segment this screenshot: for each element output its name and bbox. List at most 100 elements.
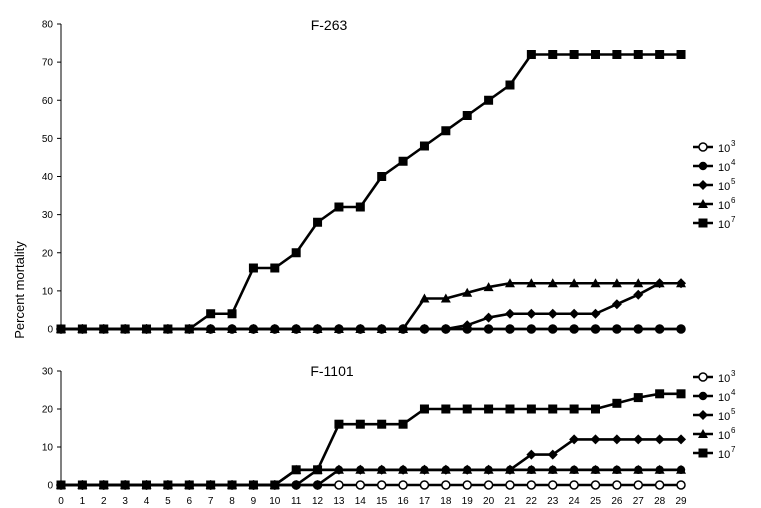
legend-label: 10 bbox=[718, 449, 730, 461]
data-point bbox=[377, 172, 387, 181]
data-point bbox=[676, 480, 686, 490]
data-point bbox=[633, 393, 643, 403]
x-tick-label: 12 bbox=[312, 496, 324, 507]
data-point bbox=[355, 419, 365, 429]
data-point bbox=[611, 434, 622, 445]
data-point bbox=[163, 324, 173, 334]
data-point bbox=[526, 50, 536, 59]
x-tick-label: 8 bbox=[229, 496, 235, 507]
panel-title: F-1101 bbox=[310, 363, 354, 379]
data-point bbox=[99, 480, 109, 490]
data-point bbox=[655, 389, 665, 399]
data-point bbox=[654, 480, 665, 490]
data-point bbox=[547, 308, 558, 319]
x-tick-label: 28 bbox=[654, 496, 666, 507]
legend-marker bbox=[698, 448, 708, 458]
x-tick-label: 3 bbox=[122, 496, 128, 507]
data-point bbox=[355, 464, 366, 474]
data-point bbox=[547, 278, 558, 288]
x-tick-label: 0 bbox=[58, 496, 64, 507]
data-point bbox=[312, 480, 323, 490]
y-tick-label: 10 bbox=[42, 443, 54, 454]
data-point bbox=[634, 324, 643, 334]
x-tick-label: 13 bbox=[333, 496, 345, 507]
x-tick-label: 17 bbox=[419, 496, 431, 507]
data-point bbox=[483, 464, 494, 474]
x-tick-label: 1 bbox=[80, 496, 86, 507]
data-point bbox=[462, 287, 473, 297]
data-point bbox=[676, 389, 686, 399]
legend-exponent: 5 bbox=[731, 177, 736, 186]
legend-marker bbox=[698, 199, 708, 208]
data-point bbox=[569, 404, 579, 414]
data-point bbox=[419, 324, 430, 334]
data-point bbox=[505, 80, 515, 90]
data-point bbox=[227, 324, 238, 333]
data-point bbox=[655, 324, 664, 334]
data-point bbox=[462, 320, 473, 331]
data-point bbox=[569, 464, 580, 474]
data-point bbox=[590, 434, 601, 445]
data-point bbox=[484, 324, 493, 334]
data-point bbox=[334, 419, 344, 429]
legend-label: 10 bbox=[718, 219, 730, 231]
data-point bbox=[483, 480, 494, 490]
data-point bbox=[611, 278, 622, 288]
data-point bbox=[612, 324, 622, 334]
legend-item: 10 3 bbox=[693, 139, 736, 155]
data-point bbox=[377, 419, 387, 429]
data-point bbox=[355, 324, 366, 333]
data-point bbox=[611, 299, 622, 310]
x-tick-label: 27 bbox=[633, 496, 645, 507]
data-point bbox=[612, 480, 622, 490]
data-point bbox=[633, 480, 644, 490]
x-tick-label: 21 bbox=[504, 496, 516, 507]
x-tick-label: 2 bbox=[101, 496, 107, 507]
data-point bbox=[483, 312, 494, 323]
series-line bbox=[61, 281, 682, 331]
legend-exponent: 6 bbox=[731, 426, 736, 435]
data-point bbox=[548, 404, 558, 414]
series-line bbox=[61, 468, 682, 487]
legend-item: 10 7 bbox=[693, 445, 736, 461]
x-tick-label: 6 bbox=[186, 496, 192, 507]
data-point bbox=[440, 464, 451, 474]
data-point bbox=[569, 308, 580, 319]
legend-label: 10 bbox=[718, 430, 730, 442]
data-point bbox=[590, 308, 601, 319]
data-point bbox=[333, 324, 344, 333]
data-point bbox=[527, 324, 536, 334]
y-tick-label: 50 bbox=[42, 134, 54, 145]
data-point bbox=[676, 464, 687, 474]
data-point bbox=[441, 404, 451, 414]
y-tick-label: 20 bbox=[42, 248, 54, 259]
data-point bbox=[376, 324, 387, 333]
legend-item: 10 5 bbox=[693, 177, 736, 193]
data-point bbox=[505, 324, 515, 334]
legend-label: 10 bbox=[718, 162, 730, 174]
data-point bbox=[504, 278, 515, 288]
data-point bbox=[633, 50, 643, 59]
data-point bbox=[248, 480, 258, 490]
x-tick-label: 26 bbox=[611, 496, 623, 507]
legend-exponent: 4 bbox=[731, 388, 736, 397]
data-point bbox=[398, 419, 408, 429]
data-point bbox=[291, 465, 301, 475]
x-tick-label: 5 bbox=[165, 496, 171, 507]
data-point bbox=[206, 480, 216, 490]
x-tick-label: 23 bbox=[547, 496, 559, 507]
y-tick-label: 0 bbox=[47, 325, 53, 336]
data-point bbox=[99, 324, 109, 334]
series-line bbox=[61, 281, 682, 331]
legend-label: 10 bbox=[718, 143, 730, 155]
legend-exponent: 7 bbox=[731, 445, 736, 454]
data-point bbox=[569, 278, 580, 288]
data-point bbox=[334, 202, 344, 212]
legend-item: 10 7 bbox=[693, 215, 736, 231]
data-point bbox=[462, 480, 472, 490]
data-point bbox=[184, 480, 194, 490]
x-tick-label: 10 bbox=[269, 496, 281, 507]
data-point bbox=[590, 480, 601, 490]
y-tick-label: 60 bbox=[42, 96, 54, 107]
